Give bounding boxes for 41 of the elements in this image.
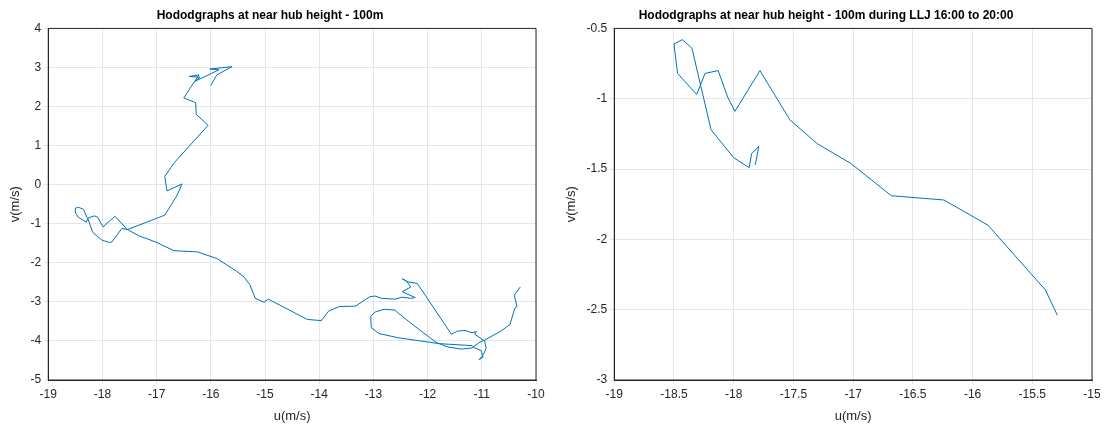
y-tick-label: 1	[34, 137, 42, 152]
y-tick-label: 0	[34, 176, 42, 191]
x-tick-label: -13	[364, 386, 383, 401]
chart-title: Hododgraphs at near hub height - 100m	[156, 7, 384, 22]
x-tick-label: -11	[473, 386, 491, 401]
y-axis-title: v(m/s)	[563, 186, 579, 223]
x-axis-title: u(m/s)	[273, 407, 311, 423]
y-tick-label: -2.5	[586, 301, 608, 316]
y-tick-label: 2	[34, 98, 42, 113]
x-tick-label: -16	[963, 386, 982, 401]
y-tick-label: -3	[30, 294, 42, 309]
y-axis-title: v(m/s)	[7, 186, 23, 223]
x-tick-label: -15.5	[1018, 386, 1047, 401]
y-tick-label: -3	[596, 372, 608, 387]
x-tick-label: -12	[418, 386, 437, 401]
y-tick-label: -2	[596, 231, 608, 246]
y-tick-label: -2	[30, 255, 42, 270]
y-tick-label: -5	[30, 372, 42, 387]
y-tick-label: -1	[596, 91, 608, 106]
x-axis-title: u(m/s)	[834, 407, 872, 423]
x-tick-label: -17	[147, 386, 166, 401]
x-tick-label: -16	[202, 386, 220, 401]
x-tick-label: -15	[256, 386, 275, 401]
y-tick-label: -4	[30, 333, 42, 348]
x-tick-label: -17.5	[779, 386, 808, 401]
y-tick-label: 4	[34, 20, 42, 35]
x-tick-label: -19	[605, 386, 624, 401]
x-tick-label: -17	[844, 386, 863, 401]
y-tick-label: -1.5	[586, 161, 608, 176]
x-tick-label: -18	[93, 386, 112, 401]
y-tick-label: -0.5	[586, 20, 608, 35]
x-tick-label: -14	[310, 386, 329, 401]
x-tick-label: -16.5	[899, 386, 927, 401]
y-tick-label: 3	[34, 59, 42, 74]
x-tick-label: -10	[527, 386, 545, 401]
x-tick-label: -18	[725, 386, 743, 401]
y-tick-label: -1	[30, 216, 42, 231]
x-tick-label: -18.5	[660, 386, 688, 401]
x-tick-label: -19	[39, 386, 58, 401]
chart-title: Hododgraphs at near hub height - 100m during LLJ 16:00 to 20:00	[638, 7, 1014, 22]
x-tick-label: -15	[1083, 386, 1101, 401]
